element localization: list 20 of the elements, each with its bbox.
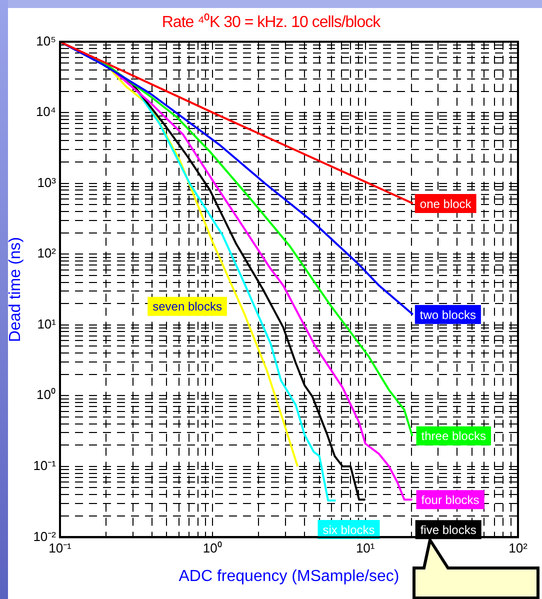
y-tick-label: 10³ (37, 174, 57, 190)
y-tick-label: 10⁰ (36, 387, 56, 402)
y-tick-label: 10¹ (37, 316, 57, 332)
series-label: three blocks (421, 429, 486, 444)
series-label: six blocks (322, 522, 375, 537)
series-label: one block (420, 196, 472, 211)
y-axis-title: Dead time (ns) (7, 237, 24, 342)
series-label: two blocks (420, 308, 476, 322)
text: five blocks (420, 522, 476, 537)
y-tick-label: 10⁴ (36, 104, 56, 120)
series-label: seven blocks (152, 300, 222, 314)
y-tick-label: 10² (37, 246, 57, 261)
x-axis-title: ADC frequency (MSample/sec) (178, 568, 400, 585)
y-tick-label: 10⁻¹ (33, 458, 57, 474)
x-tick-label: 10² (508, 540, 528, 556)
x-tick-label: 10⁰ (202, 540, 222, 556)
y-tick-label: 10⁵ (36, 33, 56, 48)
series-label: four blocks (421, 492, 480, 507)
x-tick-label: 10¹ (356, 540, 376, 556)
chart-title: Rate ⁴⁰K 30 = kHz. 10 cells/block (160, 12, 382, 32)
